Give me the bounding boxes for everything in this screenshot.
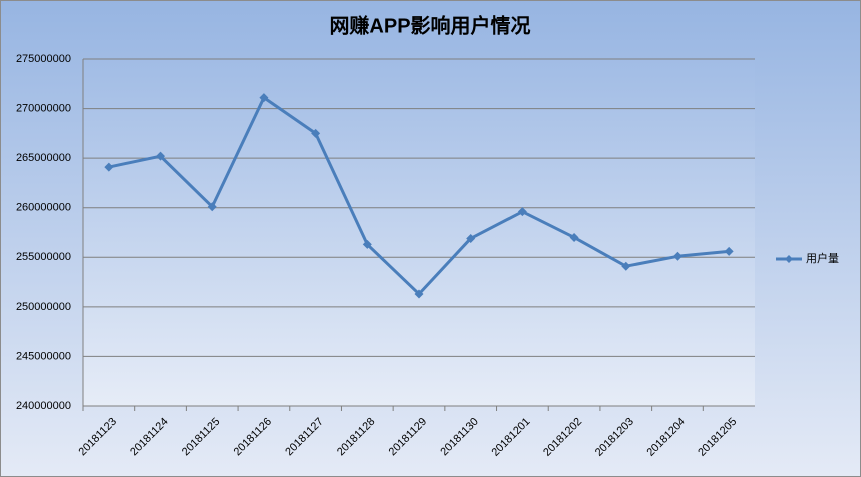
- y-tick-label: 250000000: [16, 301, 71, 313]
- data-point: [362, 239, 372, 249]
- y-tick-label: 275000000: [16, 53, 71, 65]
- legend-label: 用户量: [806, 251, 839, 265]
- data-point: [259, 93, 269, 103]
- data-point: [207, 202, 217, 212]
- y-tick-label: 270000000: [16, 102, 71, 114]
- plot-area: [83, 59, 755, 406]
- y-tick-label: 265000000: [16, 152, 71, 164]
- data-point: [517, 207, 527, 217]
- legend-marker: [785, 255, 793, 263]
- data-point: [621, 261, 631, 271]
- data-point: [724, 246, 734, 256]
- y-tick-label: 260000000: [16, 202, 71, 214]
- chart-title: 网赚APP影响用户情况: [329, 13, 530, 37]
- data-point: [569, 232, 579, 242]
- data-point: [156, 151, 166, 161]
- data-point: [672, 251, 682, 261]
- data-point: [466, 233, 476, 243]
- y-tick-label: 240000000: [16, 400, 71, 412]
- data-point: [311, 128, 321, 138]
- y-tick-label: 245000000: [16, 350, 71, 362]
- y-tick-label: 255000000: [16, 251, 71, 263]
- data-point: [104, 162, 114, 172]
- data-point: [414, 289, 424, 299]
